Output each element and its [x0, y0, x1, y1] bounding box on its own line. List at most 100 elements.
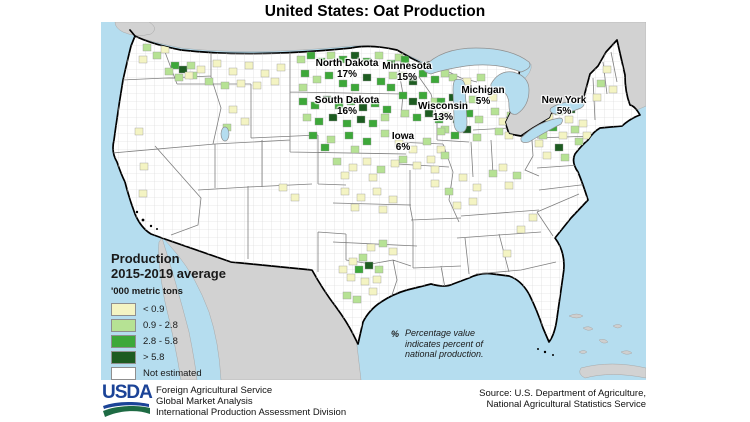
legend-title-line2: 2015-2019 average [111, 266, 226, 281]
lake-michigan [452, 78, 468, 133]
county-cell [390, 159, 400, 168]
state-label-michigan: Michigan 5% [461, 85, 505, 107]
county-cell [488, 169, 498, 178]
county-cell [350, 51, 360, 60]
lake-superior [423, 47, 531, 75]
county-cell [324, 71, 334, 80]
county-cell [578, 119, 588, 128]
county-cell [348, 163, 358, 172]
county-cell [436, 127, 446, 136]
county-cell [408, 145, 418, 154]
county-cell [260, 69, 270, 78]
county-cell [418, 69, 428, 78]
legend-row: Not estimated [111, 365, 241, 381]
legend-row: 2.8 - 5.8 [111, 333, 241, 349]
county-cell [426, 155, 436, 164]
county-cell [252, 81, 262, 90]
county-cell [340, 171, 350, 180]
county-cell [408, 97, 418, 106]
map-title: United States: Oat Production [264, 3, 486, 20]
percent-symbol: % [391, 329, 400, 339]
county-cell [388, 71, 398, 80]
county-cell [322, 95, 332, 104]
florida-keys [537, 348, 554, 356]
county-cell [412, 113, 422, 122]
county-cell [338, 265, 348, 274]
county-cell [386, 83, 396, 92]
lake-erie [520, 117, 563, 143]
state-label-wisconsin: Wisconsin 13% [418, 101, 468, 123]
county-cell [474, 115, 484, 124]
county-cell [370, 99, 380, 108]
county-cell [348, 257, 358, 266]
county-cell [312, 75, 322, 84]
county-cell [350, 203, 360, 212]
county-cell [338, 55, 348, 64]
county-cell [574, 137, 584, 146]
county-cell [374, 51, 384, 60]
county-cell [138, 55, 148, 64]
county-cell [352, 295, 362, 304]
us-choropleth-map [101, 22, 646, 380]
county-cell [290, 193, 300, 202]
county-cell [346, 273, 356, 282]
county-cell [528, 213, 538, 222]
legend-rows: < 0.9 0.9 - 2.8 2.8 - 5.8 > 5.8 Not estimate… [111, 301, 241, 381]
legend-label: Not estimated [143, 367, 202, 379]
county-cell [278, 183, 288, 192]
county-cell [358, 103, 368, 112]
county-cell [400, 55, 410, 64]
county-cell [186, 61, 196, 70]
legend-row: 0.9 - 2.8 [111, 317, 241, 333]
percentage-note-text: Percentage value indicates percent of nati… [405, 328, 484, 359]
county-cell [360, 277, 370, 286]
county-cell [358, 253, 368, 262]
legend-swatch [111, 318, 136, 332]
county-cell [138, 189, 148, 198]
county-cell [388, 247, 398, 256]
county-cell [362, 57, 372, 66]
county-cell [320, 143, 330, 152]
legend-label: > 5.8 [143, 351, 165, 363]
percentage-note: % Percentage value indicates percent of na… [391, 328, 521, 360]
county-cell [554, 143, 564, 152]
county-cell [502, 249, 512, 258]
county-cell [422, 137, 432, 146]
county-cell [184, 71, 194, 80]
county-cell [596, 79, 606, 88]
county-cell [270, 77, 280, 86]
county-cell [356, 193, 366, 202]
county-cell [398, 155, 408, 164]
county-cell [564, 115, 574, 124]
county-cell [398, 71, 408, 80]
county-cell [244, 61, 254, 70]
county-cell [570, 125, 580, 134]
county-cell [458, 173, 468, 182]
legend-swatch [111, 302, 136, 316]
county-cell [350, 83, 360, 92]
county-cell [434, 115, 444, 124]
county-cell [386, 59, 396, 68]
county-cell [476, 73, 486, 82]
county-cell [558, 131, 568, 140]
county-cell [408, 77, 418, 86]
county-cell [372, 275, 382, 284]
county-cell [334, 101, 344, 110]
mexico-baja [158, 237, 198, 380]
county-cell [380, 129, 390, 138]
county-cell [504, 181, 514, 190]
legend-row: < 0.9 [111, 301, 241, 317]
county-cell [344, 131, 354, 140]
organization-lines: Foreign Agricultural Service Global Marke… [156, 385, 347, 418]
state-label-minnesota: Minnesota 15% [382, 61, 432, 83]
county-cell [494, 127, 504, 136]
county-cell [376, 77, 386, 86]
county-cell [468, 197, 478, 206]
county-cell [444, 187, 454, 196]
legend-swatch [111, 366, 136, 380]
county-cell [382, 105, 392, 114]
county-cell [326, 135, 336, 144]
county-cell [440, 151, 450, 160]
county-cell [300, 69, 310, 78]
legend-title-line1: Production [111, 251, 180, 266]
